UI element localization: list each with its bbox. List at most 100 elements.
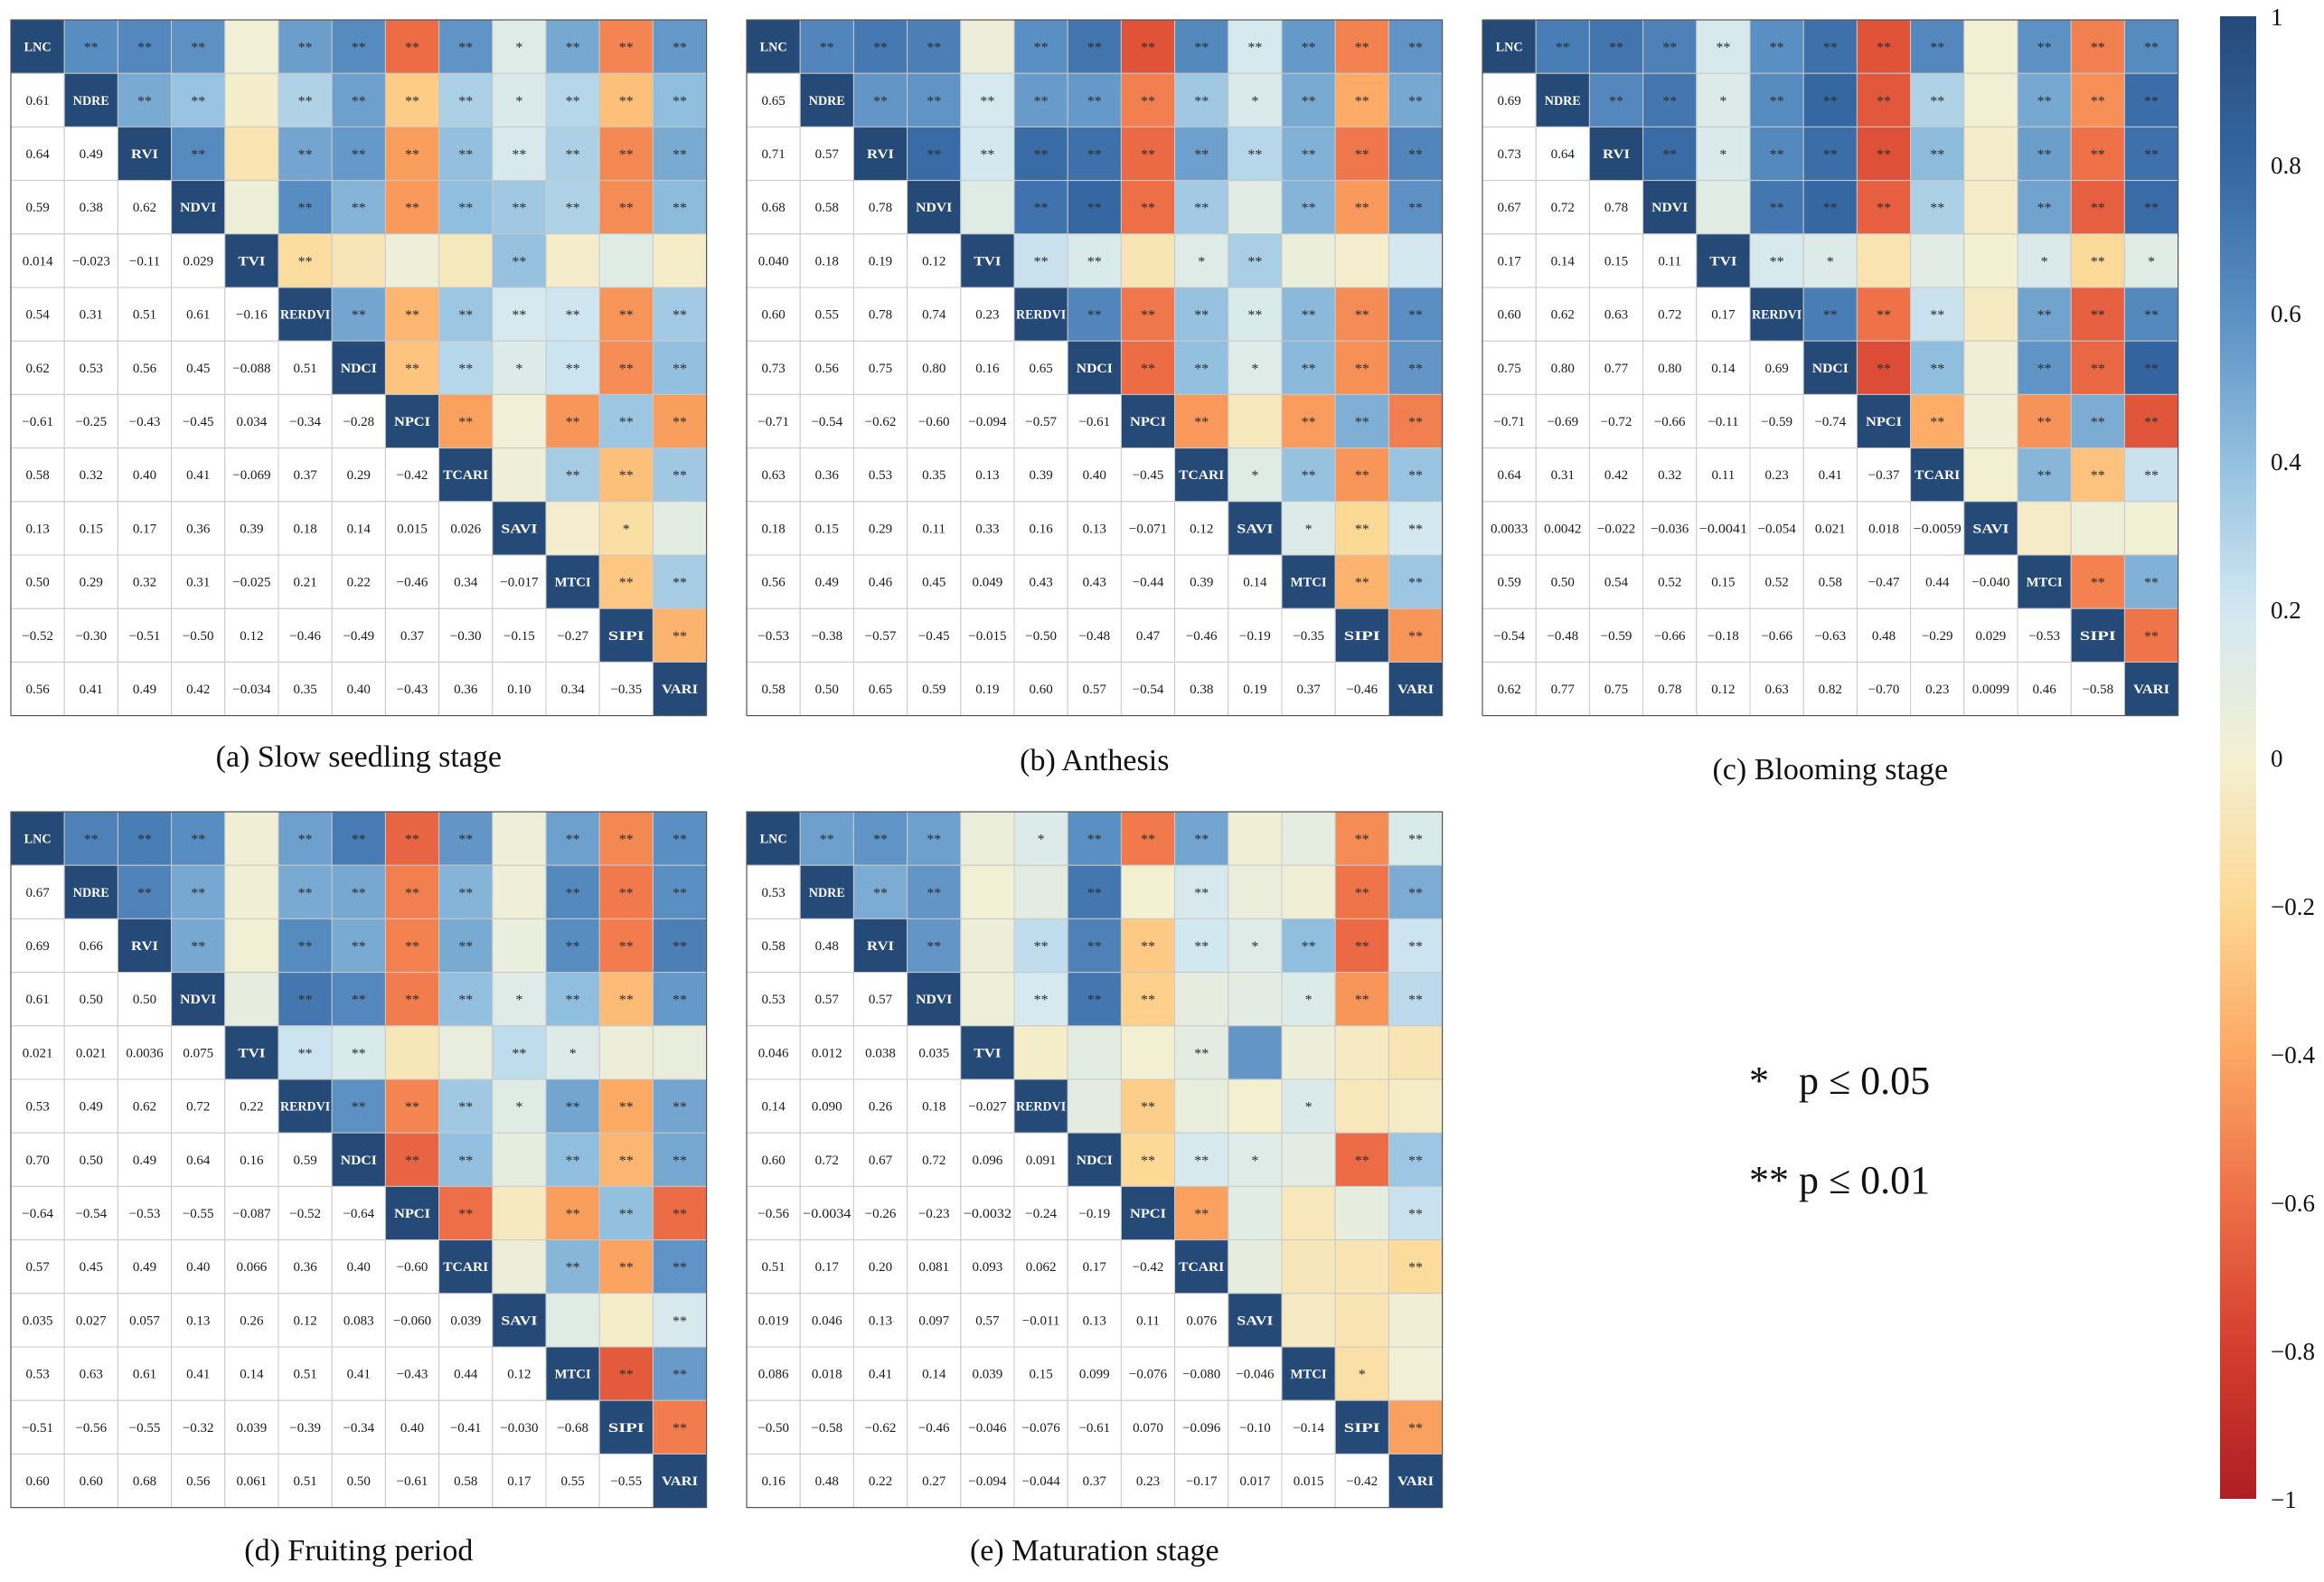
correlation-value: 0.16 — [240, 1154, 264, 1168]
heatmap-cell-upper — [438, 918, 494, 974]
heatmap-cell-upper — [1388, 1346, 1444, 1401]
colorbar-tick-label: 0.4 — [2271, 448, 2301, 476]
heatmap-cell-upper — [1228, 287, 1283, 342]
heatmap-cell-upper — [907, 19, 962, 74]
correlation-value: 0.55 — [815, 308, 839, 323]
significance-mark: ** — [619, 415, 634, 430]
significance-mark: ** — [1034, 254, 1049, 269]
heatmap-cell-lower — [171, 1399, 226, 1455]
heatmap-cell-upper — [1228, 1239, 1283, 1295]
heatmap-cell-upper — [1334, 1025, 1389, 1080]
variable-label: RERDVI — [280, 1100, 330, 1115]
heatmap-cell-upper — [1281, 1025, 1336, 1080]
correlation-value: −0.017 — [500, 576, 539, 590]
correlation-value: 0.52 — [1658, 576, 1681, 590]
heatmap-cell-upper — [1067, 72, 1122, 127]
correlation-value: −0.72 — [1601, 415, 1632, 429]
heatmap-cell-upper — [2123, 233, 2179, 288]
correlation-value: −0.10 — [1239, 1421, 1271, 1436]
correlation-value: −0.71 — [757, 415, 789, 429]
heatmap-cell-lower — [1749, 501, 1804, 556]
heatmap-cell-lower — [117, 233, 173, 288]
heatmap-cell-upper — [1120, 72, 1176, 127]
heatmap-cell-lower — [1228, 1453, 1283, 1509]
heatmap-cell-lower — [1013, 1399, 1068, 1455]
correlation-value: −0.74 — [1814, 415, 1846, 429]
significance-mark: ** — [673, 94, 687, 109]
significance-mark: ** — [2091, 468, 2105, 484]
correlation-value: 0.13 — [975, 468, 999, 483]
correlation-value: −0.19 — [1239, 629, 1271, 644]
correlation-value: 0.56 — [133, 362, 157, 376]
heatmap-cell-upper — [1174, 72, 1229, 127]
panel-caption: (d) Fruiting period — [244, 1534, 473, 1568]
heatmap-cell-lower — [1535, 607, 1590, 663]
correlation-value: 0.77 — [1551, 683, 1576, 697]
correlation-value: 0.50 — [133, 993, 156, 1007]
heatmap-cell-upper — [1642, 126, 1698, 182]
heatmap-cell-upper — [1281, 287, 1336, 342]
correlation-value: 0.42 — [186, 683, 210, 697]
correlation-value: 0.58 — [1819, 576, 1842, 590]
correlation-value: −0.44 — [1133, 576, 1164, 590]
correlation-value: 0.78 — [869, 201, 892, 215]
correlation-value: −0.030 — [500, 1421, 538, 1436]
variable-label: RVI — [131, 147, 158, 162]
heatmap-cell-lower — [1482, 501, 1537, 556]
correlation-value: 0.64 — [1551, 147, 1576, 162]
correlation-value: 0.22 — [869, 1474, 892, 1489]
correlation-value: 0.51 — [293, 1474, 316, 1489]
heatmap-cell-upper — [1856, 233, 1912, 288]
significance-mark: ** — [1087, 939, 1102, 955]
significance-mark: * — [1251, 939, 1258, 955]
heatmap-cell-lower — [492, 554, 547, 609]
heatmap-cell-upper — [117, 811, 173, 866]
heatmap-cell-upper — [1388, 72, 1444, 127]
significance-mark: ** — [673, 1154, 687, 1169]
significance-mark: ** — [1194, 201, 1209, 216]
heatmap-cell-diagonal — [1388, 661, 1444, 717]
heatmap-cell-upper — [545, 1078, 600, 1134]
correlation-value: 0.52 — [1764, 576, 1788, 590]
significance-mark: * — [623, 522, 630, 537]
heatmap-cell-lower — [1120, 1346, 1176, 1401]
significance-mark: * — [515, 993, 522, 1008]
heatmap-cell-lower — [852, 287, 908, 342]
correlation-value: 0.41 — [80, 683, 103, 697]
heatmap-cell-lower — [278, 447, 333, 503]
correlation-value: 0.64 — [186, 1154, 211, 1168]
variable-label: NDRE — [809, 94, 845, 108]
correlation-value: 0.096 — [973, 1154, 1003, 1168]
panel-caption: (b) Anthesis — [1020, 744, 1169, 777]
heatmap-cell-diagonal — [10, 811, 65, 866]
significance-mark: ** — [1823, 147, 1838, 163]
heatmap-cell-diagonal — [1174, 1239, 1229, 1295]
significance-mark: ** — [619, 1368, 634, 1383]
correlation-value: 0.18 — [815, 254, 839, 268]
correlation-value: 0.39 — [240, 522, 263, 536]
significance-mark: ** — [1302, 41, 1316, 56]
variable-label: NDVI — [1651, 201, 1688, 215]
correlation-value: 0.63 — [761, 468, 785, 483]
significance-mark: ** — [927, 939, 941, 955]
heatmap-cell-upper — [1963, 126, 2018, 182]
heatmap-cell-lower — [852, 447, 908, 503]
heatmap-cell-lower — [907, 1078, 962, 1134]
heatmap-cell-lower — [907, 501, 962, 556]
significance-mark: ** — [566, 1207, 580, 1222]
heatmap-cell-lower — [1067, 1453, 1122, 1509]
correlation-value: 0.15 — [80, 522, 103, 536]
significance-mark: ** — [1194, 41, 1209, 56]
correlation-value: −0.61 — [1078, 415, 1110, 429]
significance-mark: ** — [1247, 254, 1262, 269]
correlation-value: 0.70 — [25, 1154, 49, 1168]
correlation-value: −0.29 — [1922, 629, 1953, 644]
correlation-value: 0.29 — [869, 522, 892, 536]
correlation-value: 0.57 — [869, 993, 893, 1007]
heatmap-cell-upper — [492, 340, 547, 395]
significance-mark: ** — [1823, 201, 1838, 216]
heatmap-cell-upper — [652, 918, 708, 974]
heatmap-cell-lower — [10, 607, 65, 663]
significance-mark: ** — [619, 886, 634, 901]
heatmap-cell-lower — [1856, 554, 1912, 609]
